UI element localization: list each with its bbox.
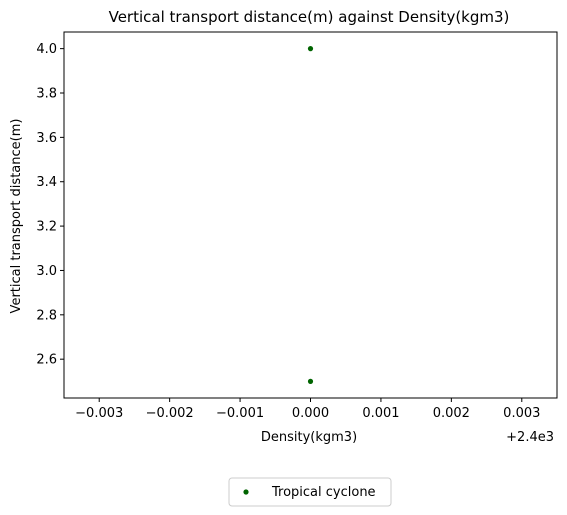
legend-box bbox=[228, 477, 392, 507]
legend-marker-tropical-cyclone bbox=[243, 489, 249, 495]
x-axis-ticks: −0.003 −0.002 −0.001 0.000 0.001 0.002 0.003 bbox=[75, 398, 540, 421]
y-tick-label: 3.6 bbox=[36, 131, 57, 146]
y-tick-label: 2.8 bbox=[36, 308, 57, 323]
x-tick-label: 0.001 bbox=[362, 406, 399, 421]
chart-title: Vertical transport distance(m) against D… bbox=[109, 8, 510, 26]
y-tick-label: 2.6 bbox=[36, 353, 57, 368]
y-tick-label: 4.0 bbox=[36, 42, 57, 57]
y-tick-label: 3.2 bbox=[36, 220, 57, 235]
y-tick-label: 3.8 bbox=[36, 87, 57, 102]
x-tick-label: 0.003 bbox=[503, 406, 540, 421]
x-tick-label: −0.001 bbox=[216, 406, 264, 421]
x-tick-label: 0.000 bbox=[292, 406, 329, 421]
x-tick-label: −0.003 bbox=[75, 406, 123, 421]
x-tick-label: −0.002 bbox=[146, 406, 194, 421]
legend-label-tropical-cyclone: Tropical cyclone bbox=[271, 485, 376, 500]
data-points bbox=[307, 46, 314, 384]
plot-area-frame bbox=[63, 31, 558, 399]
data-point-tropical-cyclone bbox=[307, 378, 314, 384]
data-point-tropical-cyclone bbox=[307, 46, 314, 52]
legend: Tropical cyclone bbox=[228, 477, 392, 507]
y-axis-ticks: 2.6 2.8 3.0 3.2 3.4 3.6 3.8 4.0 bbox=[36, 42, 64, 368]
y-tick-label: 3.4 bbox=[36, 175, 57, 190]
x-axis-label: Density(kgm3) bbox=[261, 430, 357, 445]
y-tick-label: 3.0 bbox=[36, 264, 57, 279]
y-axis-label: Vertical transport distance(m) bbox=[9, 119, 24, 314]
x-axis-offset-label: +2.4e3 bbox=[506, 430, 554, 445]
x-tick-label: 0.002 bbox=[433, 406, 470, 421]
